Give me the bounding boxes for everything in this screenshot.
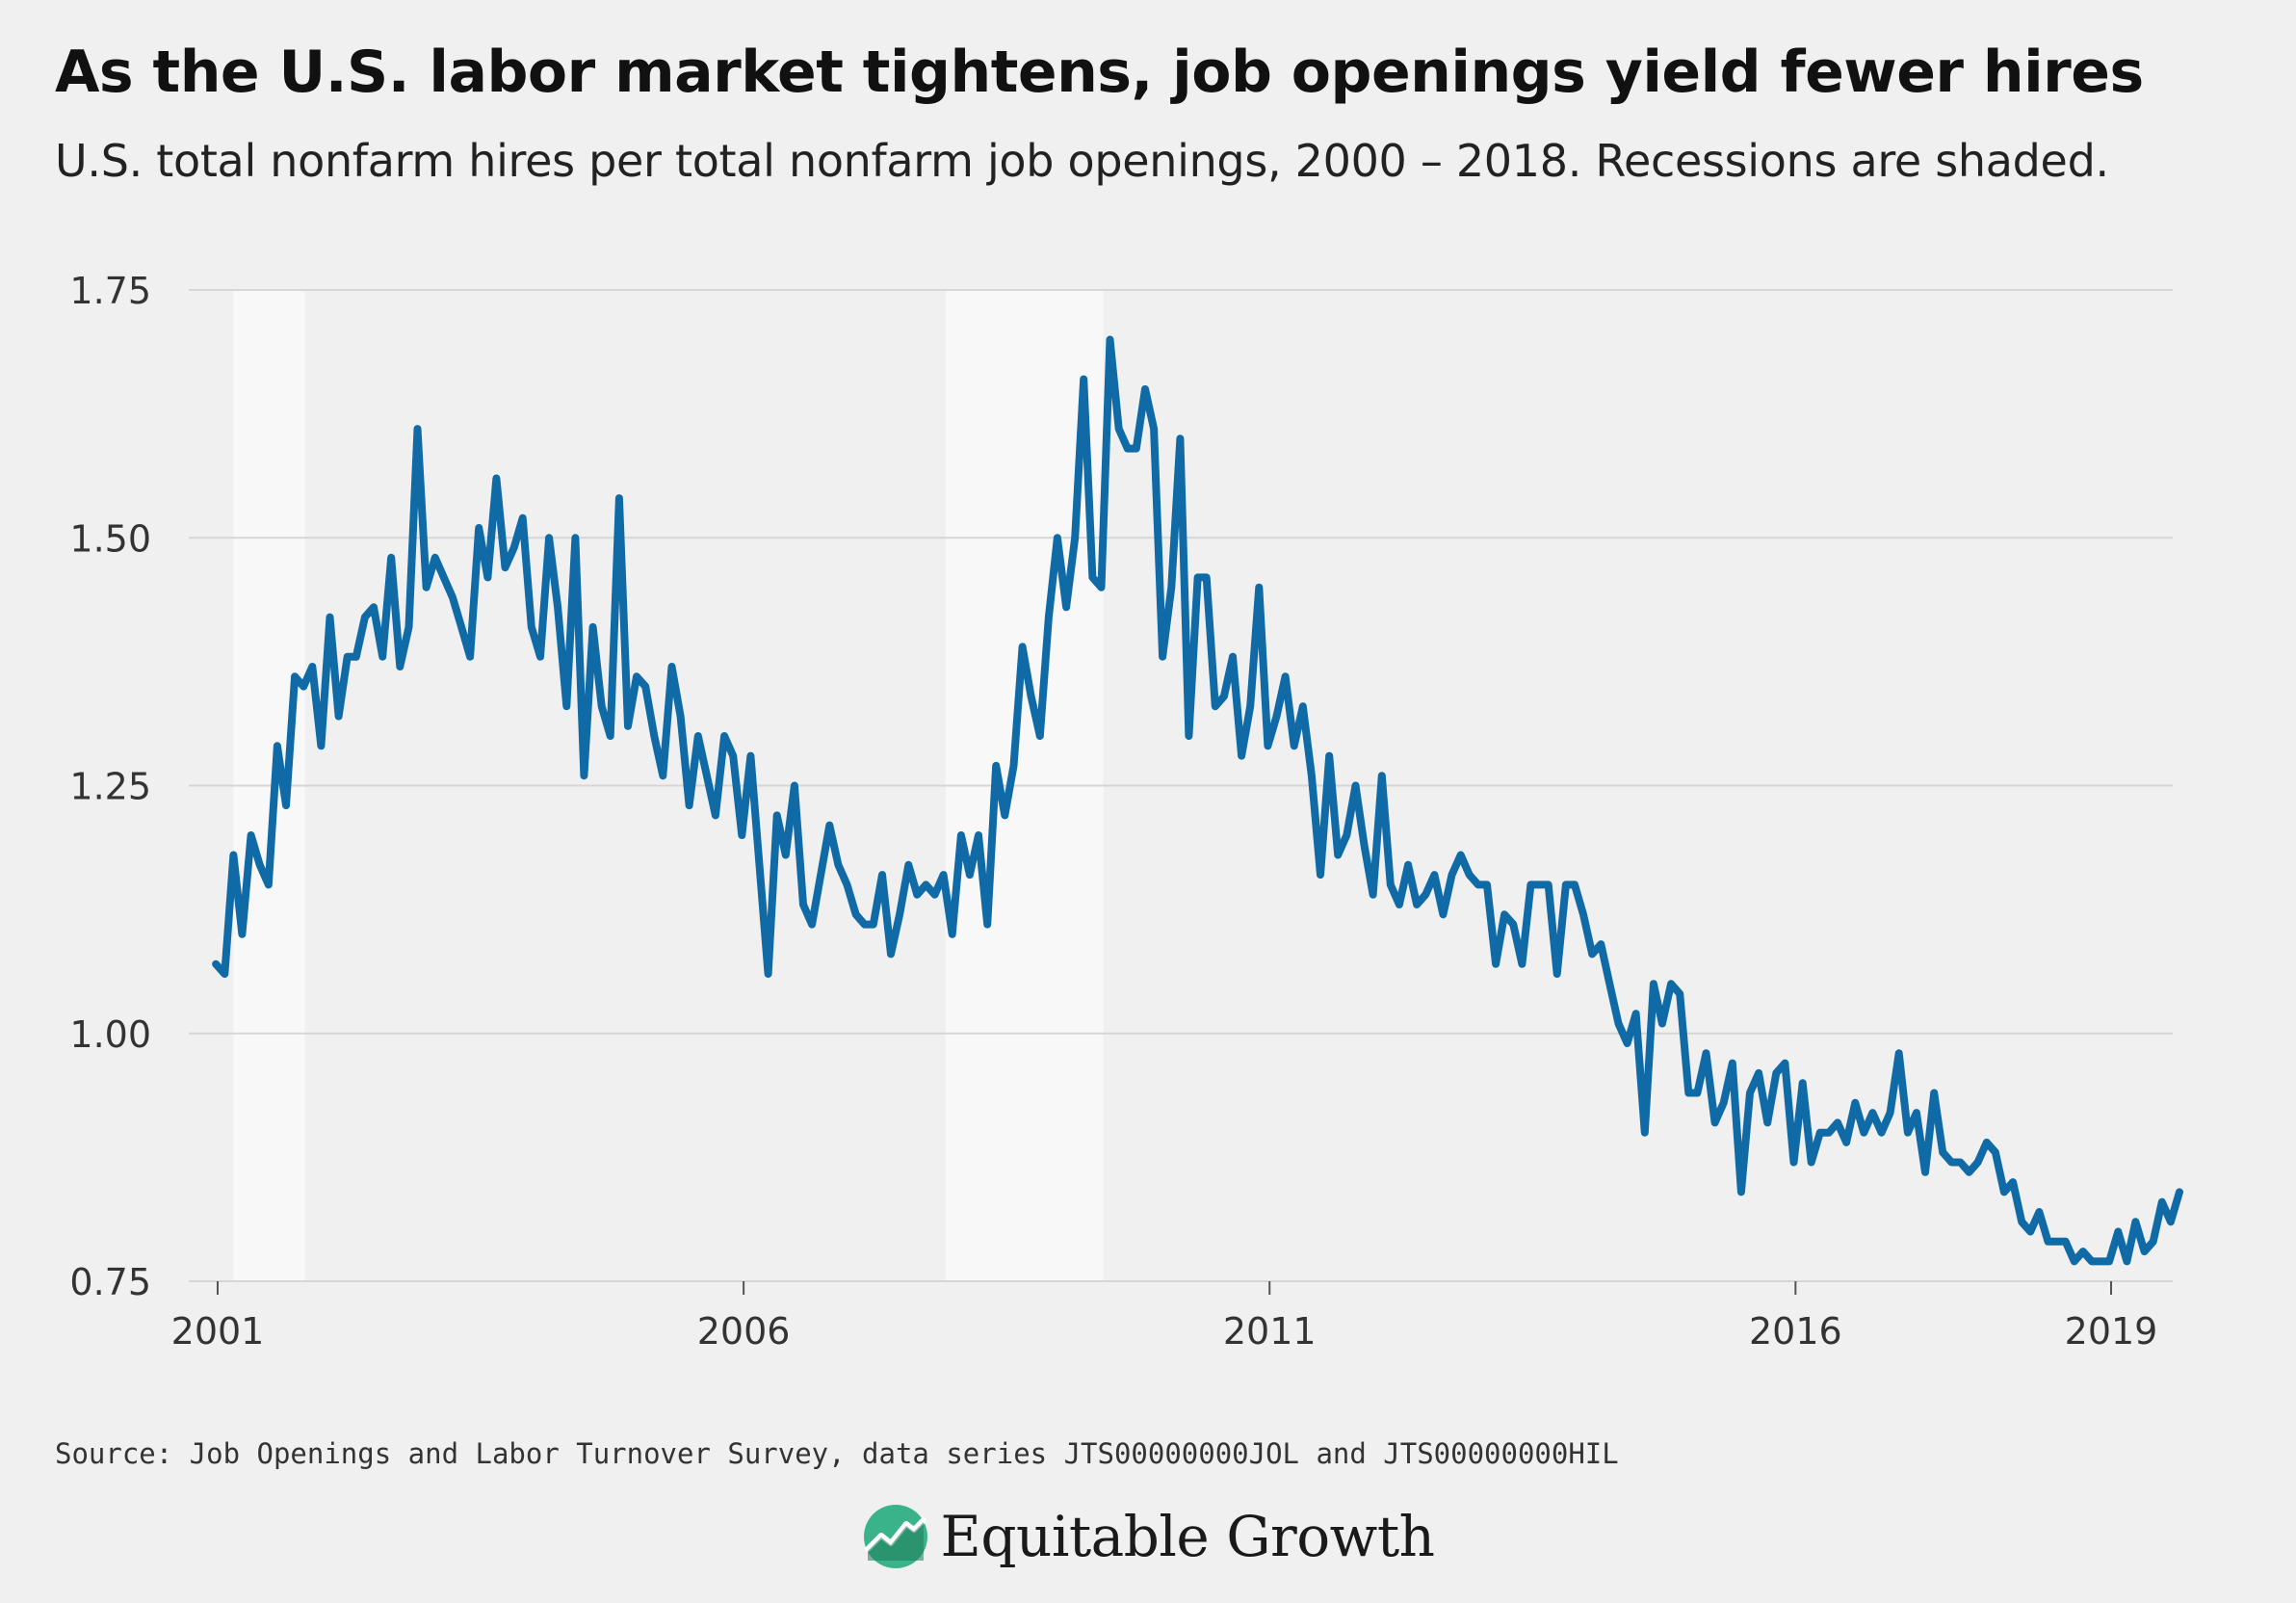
y-tick-label: 1.25 [69,766,151,808]
x-tick-label: 2016 [1749,1310,1842,1353]
brand-footer: Equitable Growth [0,1503,2296,1570]
x-tick-label: 2011 [1223,1310,1317,1353]
equitable-growth-logo-icon [863,1505,927,1568]
x-tick-label: 2019 [2065,1310,2158,1353]
y-tick-label: 1.75 [69,270,151,312]
y-tick-label: 1.50 [69,517,151,560]
brand-name: Equitable Growth [940,1504,1435,1569]
chart-subtitle: U.S. total nonfarm hires per total nonfa… [55,135,2109,187]
series-group [212,335,2183,1266]
source-note: Source: Job Openings and Labor Turnover … [55,1437,1619,1470]
y-tick-label: 0.75 [69,1261,151,1303]
y-tick-label: 1.00 [69,1013,151,1056]
line-chart: 0.75 1.00 1.25 1.50 1.75 2001 2006 2011 2016 201… [69,270,2183,1353]
y-axis-ticks: 0.75 1.00 1.25 1.50 1.75 [69,270,151,1303]
x-tick-label: 2001 [171,1310,265,1353]
x-tick-label: 2006 [697,1310,791,1353]
x-axis-ticks: 2001 2006 2011 2016 2019 [171,1281,2158,1353]
chart-title: As the U.S. labor market tightens, job o… [55,39,2144,106]
series-line-1 [212,335,2183,1266]
